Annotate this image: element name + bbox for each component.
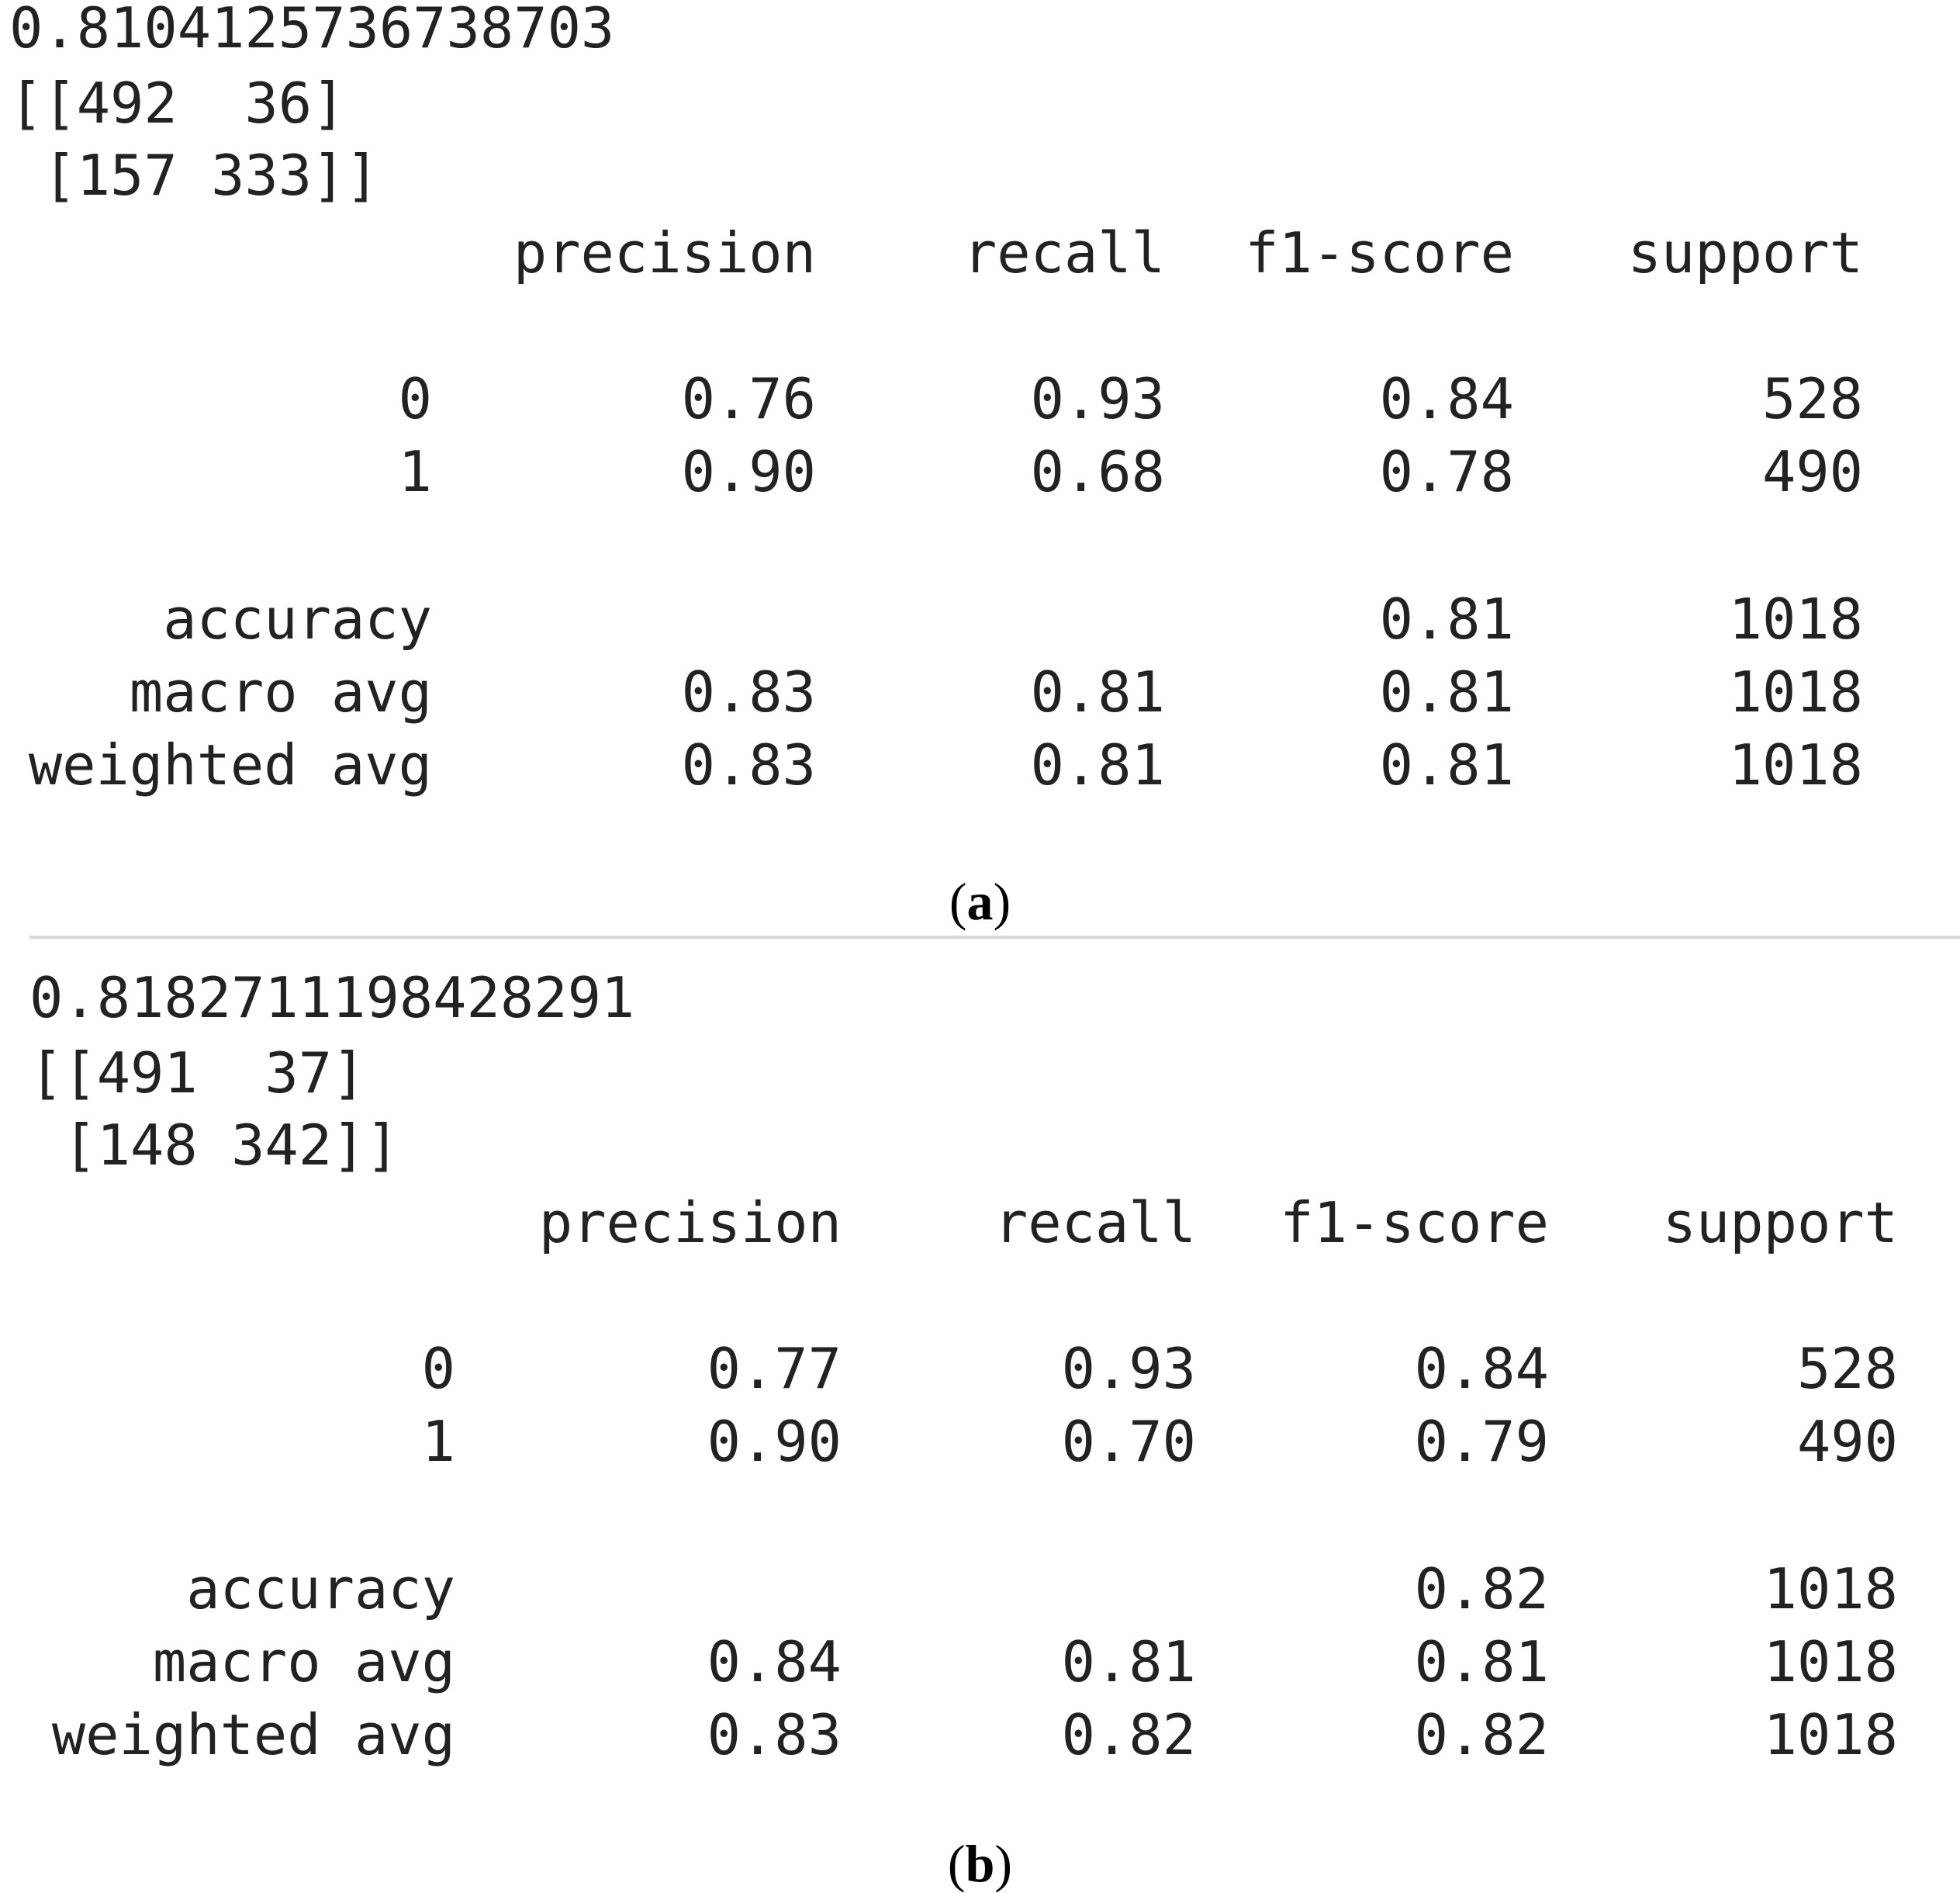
f1-value: 0.81 [1379,659,1514,725]
precision-value: 0.83 [681,659,816,725]
recall-value: 0.93 [1030,366,1165,431]
precision-value: 0.84 [707,1629,842,1694]
row-label-0: 0 [421,1336,455,1401]
row-label-macro-avg: macro avg [152,1629,455,1694]
support-value: 1018 [1763,1702,1898,1767]
f1-value: 0.78 [1379,439,1514,504]
accuracy-score-output: 0.8182711198428291 [29,965,635,1030]
support-value: 528 [1761,366,1863,431]
header-f1-score: f1-score [1280,1190,1549,1255]
recall-value: 0.70 [1061,1409,1196,1474]
precision-value: 0.76 [681,366,816,431]
caption-a: (a) [949,872,1011,931]
recall-value: 0.68 [1030,439,1165,504]
row-label-macro-avg: macro avg [129,659,432,725]
precision-value: 0.83 [681,732,816,798]
support-value: 528 [1796,1336,1898,1401]
precision-value: 0.83 [707,1702,842,1767]
support-value: 1018 [1728,732,1863,798]
header-precision: precision [513,220,816,286]
recall-value: 0.81 [1030,732,1165,798]
support-value: 1018 [1763,1629,1898,1694]
recall-value: 0.81 [1061,1629,1196,1694]
row-label-1: 1 [398,439,432,504]
precision-value: 0.90 [707,1409,842,1474]
row-label-weighted-avg: weighted avg [28,732,432,798]
f1-value: 0.81 [1379,732,1514,798]
row-label-accuracy: accuracy [186,1556,455,1621]
confusion-matrix-row-1: [[491 37] [29,1040,366,1106]
row-label-weighted-avg: weighted avg [51,1702,455,1767]
f1-value: 0.81 [1379,587,1514,652]
f1-value: 0.79 [1414,1409,1549,1474]
f1-value: 0.82 [1414,1702,1549,1767]
confusion-matrix-row-1: [[492 36] [9,71,346,136]
support-value: 1018 [1763,1556,1898,1621]
header-support: support [1662,1190,1898,1255]
support-value: 490 [1796,1409,1898,1474]
row-label-accuracy: accuracy [163,587,432,652]
report-panel-b: 0.8182711198428291 [[491 37] [148 342]] … [0,970,1960,1892]
header-recall: recall [963,220,1165,286]
precision-value: 0.90 [681,439,816,504]
support-value: 1018 [1728,587,1863,652]
f1-value: 0.81 [1414,1629,1549,1694]
panel-divider [29,936,1960,939]
recall-value: 0.93 [1061,1336,1196,1401]
confusion-matrix-row-2: [157 333]] [9,143,379,208]
f1-value: 0.82 [1414,1556,1549,1621]
support-value: 1018 [1728,659,1863,725]
header-f1-score: f1-score [1245,220,1514,286]
f1-value: 0.84 [1379,366,1514,431]
row-label-0: 0 [398,366,432,431]
recall-value: 0.82 [1061,1702,1196,1767]
header-recall: recall [994,1190,1196,1255]
f1-value: 0.84 [1414,1336,1549,1401]
report-panel-a: 0.8104125736738703 [[492 36] [157 333]] … [0,0,1960,935]
precision-value: 0.77 [707,1336,842,1401]
recall-value: 0.81 [1030,659,1165,725]
header-support: support [1627,220,1863,286]
accuracy-score-output: 0.8104125736738703 [9,0,615,61]
header-precision: precision [538,1190,842,1255]
support-value: 490 [1761,439,1863,504]
caption-b: (b) [947,1834,1013,1893]
confusion-matrix-row-2: [148 342]] [29,1113,399,1178]
row-label-1: 1 [421,1409,455,1474]
